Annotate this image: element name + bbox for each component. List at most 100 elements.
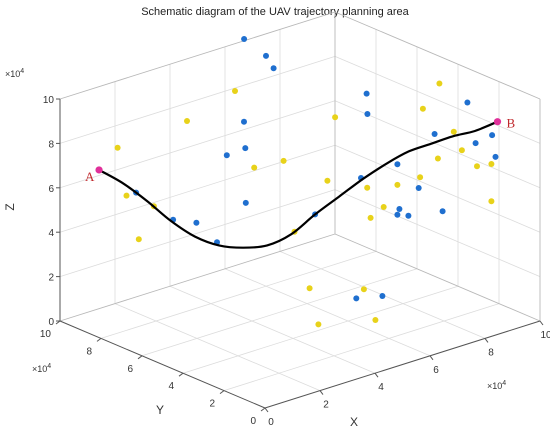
trajectory-line — [98, 120, 498, 249]
yellow-point — [360, 286, 367, 293]
yellow-point — [364, 184, 371, 191]
x-tick-mark — [374, 372, 379, 378]
z-tick-label: 2 — [48, 273, 54, 284]
blue-point — [431, 131, 438, 137]
z-tick-label: 8 — [48, 139, 54, 150]
x-axis-label: X — [350, 415, 358, 429]
yellow-point — [417, 174, 424, 181]
z-multiplier: ×104 — [5, 68, 24, 79]
frame-edge — [334, 11, 541, 100]
y-tick-label: 4 — [168, 381, 174, 392]
y-tick-mark — [219, 390, 225, 395]
svg-text:×104: ×104 — [487, 380, 506, 391]
x-tick-mark — [539, 320, 544, 326]
yellow-point — [474, 163, 480, 170]
yellow-point — [306, 285, 313, 292]
blue-point — [223, 152, 230, 159]
floor-grid-line — [141, 268, 418, 357]
end-point-b — [493, 118, 502, 126]
end-point-label: B — [507, 116, 516, 131]
svg-text:×104: ×104 — [5, 68, 24, 79]
yellow-point — [232, 88, 238, 94]
yellow-point — [488, 198, 495, 205]
yellow-point — [458, 147, 465, 154]
x-multiplier: ×104 — [487, 380, 506, 391]
yellow-point — [394, 181, 401, 188]
x-tick-label: 2 — [323, 400, 329, 411]
y-tick-label: 0 — [250, 416, 256, 427]
blue-point — [396, 206, 403, 212]
start-point-a — [95, 166, 103, 174]
yellow-point — [251, 164, 258, 171]
yellow-point — [436, 80, 443, 87]
box-frame — [59, 11, 541, 322]
blue-point — [193, 219, 200, 226]
blue-point — [394, 211, 401, 218]
side-wall-grid-line — [334, 56, 541, 144]
blue-point — [405, 212, 412, 219]
blue-point — [489, 132, 496, 139]
frame-edge — [59, 233, 336, 322]
back-wall-grid-line — [59, 189, 336, 277]
grid-layer — [59, 29, 541, 391]
x-multiplier-base: ×10 — [487, 381, 502, 391]
blue-point — [263, 52, 269, 59]
y-multiplier-exponent: 4 — [47, 363, 51, 370]
x-multiplier-exponent: 4 — [502, 380, 506, 387]
yellow-point — [280, 157, 287, 164]
y-tick-label: 10 — [40, 329, 52, 340]
z-tick-label: 6 — [48, 184, 54, 195]
yellow-point — [434, 155, 441, 162]
x-tick-label: 8 — [488, 347, 494, 358]
x-tick-mark — [429, 355, 434, 361]
back-wall-grid-line — [59, 56, 336, 144]
frame-edge — [59, 11, 336, 100]
x-tick-mark — [264, 407, 269, 413]
yellow-point — [372, 317, 379, 323]
yellow-point — [367, 214, 374, 221]
z-tick-label: 0 — [48, 317, 54, 328]
blue-point — [439, 208, 446, 215]
frame-edge — [334, 233, 541, 322]
back-wall-grid-line — [59, 144, 336, 233]
x-tick-label: 4 — [378, 382, 384, 393]
floor-grid-line — [182, 285, 459, 374]
chart-title: Schematic diagram of the UAV trajectory … — [141, 6, 409, 18]
svg-text:×104: ×104 — [32, 363, 51, 374]
blue-point — [464, 99, 471, 106]
blue-point — [241, 118, 247, 125]
y-multiplier: ×104 — [32, 363, 51, 374]
y-tick-mark — [137, 355, 143, 360]
y-tick-label: 8 — [86, 346, 92, 357]
yellow-point — [450, 128, 457, 135]
y-tick-label: 2 — [209, 399, 215, 410]
x-tick-label: 6 — [433, 365, 439, 376]
blue-point — [472, 140, 479, 147]
start-point-label: A — [85, 169, 95, 184]
x-tick-label: 0 — [268, 417, 274, 428]
z-multiplier-base: ×10 — [5, 69, 20, 79]
y-tick-mark — [260, 407, 266, 412]
blue-point — [379, 293, 386, 299]
x-tick-mark — [319, 390, 324, 395]
x-axis-line — [264, 320, 541, 409]
yellow-point — [184, 118, 190, 124]
y-tick-mark — [178, 372, 184, 377]
blue-point — [242, 145, 249, 152]
x-tick-mark — [484, 338, 489, 343]
floor-grid-line — [169, 285, 376, 374]
floor-grid-line — [114, 303, 321, 391]
yellow-point — [135, 236, 142, 243]
floor-grid-line — [224, 268, 431, 357]
side-wall-grid-line — [334, 144, 541, 233]
blue-point — [353, 295, 360, 302]
side-wall-grid-line — [334, 189, 541, 277]
blue-point — [363, 90, 370, 97]
yellow-point — [315, 321, 322, 328]
back-wall-grid-line — [59, 100, 336, 189]
yellow-point — [114, 144, 121, 151]
x-tick-label: 10 — [540, 330, 550, 341]
